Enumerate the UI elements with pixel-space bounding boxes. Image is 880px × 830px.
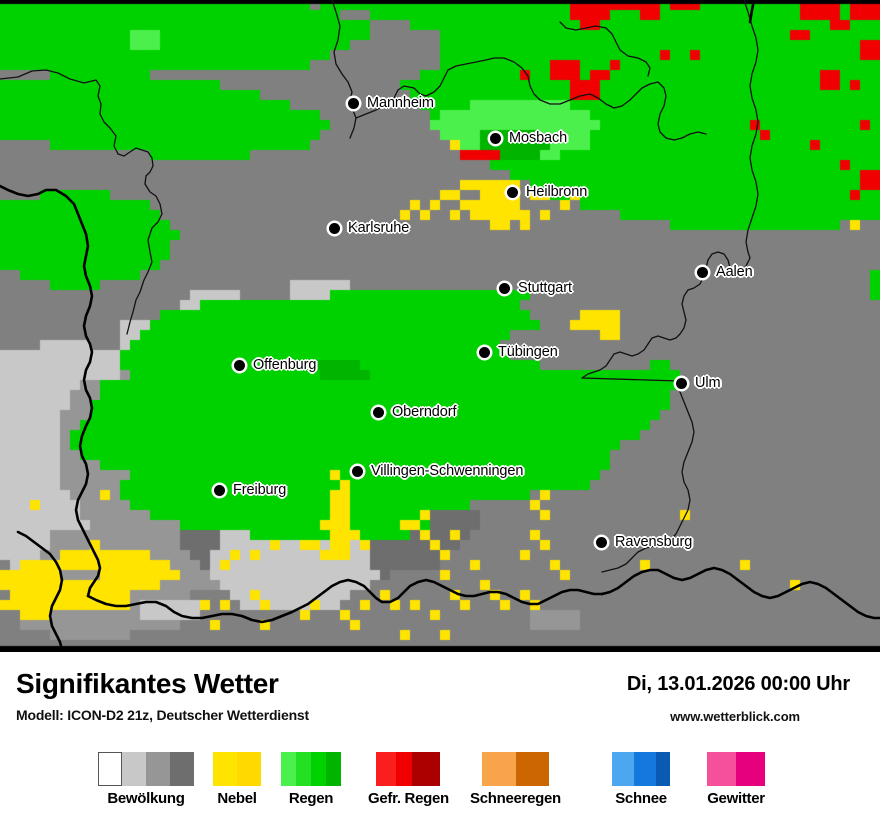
legend-swatch xyxy=(412,752,441,786)
city-label: Mosbach xyxy=(509,130,568,146)
legend-group-schnee: Schnee xyxy=(612,752,670,808)
city-label: Villingen-Schwenningen xyxy=(371,463,524,479)
legend-swatch xyxy=(213,752,237,786)
legend: Bewölkung Nebel Regen Gefr. Regen Schneerege… xyxy=(0,752,880,830)
legend-swatch xyxy=(656,752,670,786)
city-label: Heilbronn xyxy=(526,184,588,200)
city-mannheim[interactable]: Mannheim xyxy=(348,95,434,111)
legend-swatch xyxy=(481,752,516,786)
city-label: Aalen xyxy=(716,264,753,280)
map-borders-overlay xyxy=(0,0,880,650)
city-tuebingen[interactable]: Tübingen xyxy=(479,344,558,360)
legend-swatch-row xyxy=(481,752,549,786)
footer: Signifikantes Wetter Modell: ICON-D2 21z… xyxy=(0,652,880,830)
city-marker-dot xyxy=(348,97,359,109)
city-marker-dot xyxy=(329,222,340,234)
model-subtitle: Modell: ICON-D2 21z, Deutscher Wetterdie… xyxy=(16,707,309,723)
city-ulm[interactable]: Ulm xyxy=(676,375,721,391)
city-heilbronn[interactable]: Heilbronn xyxy=(507,184,587,200)
legend-swatch-row xyxy=(281,752,341,786)
legend-swatch-row xyxy=(376,752,441,786)
legend-swatch-row xyxy=(612,752,670,786)
city-marker-dot xyxy=(490,132,501,144)
legend-swatch xyxy=(515,752,549,786)
city-marker-dot xyxy=(596,536,607,548)
legend-swatch xyxy=(612,752,634,786)
city-label: Tübingen xyxy=(498,344,558,360)
city-marker-dot xyxy=(507,186,518,198)
legend-group-regen: Regen xyxy=(281,752,341,808)
legend-swatch xyxy=(98,752,122,786)
weather-raster-canvas xyxy=(0,0,880,652)
city-marker-dot xyxy=(234,359,245,371)
legend-swatch xyxy=(170,752,194,786)
city-stuttgart[interactable]: Stuttgart xyxy=(499,280,572,296)
city-oberndorf[interactable]: Oberndorf xyxy=(373,404,456,420)
city-mosbach[interactable]: Mosbach xyxy=(490,130,567,146)
city-label: Freiburg xyxy=(233,482,287,498)
city-karlsruhe[interactable]: Karlsruhe xyxy=(329,220,409,236)
legend-label: Gewitter xyxy=(707,790,765,807)
legend-label: Nebel xyxy=(217,790,257,807)
city-marker-dot xyxy=(373,406,384,418)
legend-swatch xyxy=(326,752,341,786)
legend-label: Schnee xyxy=(615,790,667,807)
city-offenburg[interactable]: Offenburg xyxy=(234,357,316,373)
page-title: Signifikantes Wetter xyxy=(16,668,279,699)
city-marker-dot xyxy=(352,465,363,477)
legend-swatch xyxy=(396,752,413,786)
city-marker-dot xyxy=(479,346,490,358)
city-aalen[interactable]: Aalen xyxy=(697,264,753,280)
legend-group-schneeregen: Schneeregen xyxy=(470,752,561,808)
city-ravensburg[interactable]: Ravensburg xyxy=(596,534,692,550)
city-label: Mannheim xyxy=(367,95,434,111)
legend-label: Bewölkung xyxy=(107,790,185,807)
forecast-datetime: Di, 13.01.2026 00:00 Uhr xyxy=(626,673,850,695)
legend-swatch xyxy=(281,752,296,786)
region-borders xyxy=(0,0,759,573)
legend-label: Schneeregen xyxy=(470,790,561,807)
legend-swatch xyxy=(376,752,397,786)
city-label: Offenburg xyxy=(253,357,317,373)
legend-swatch xyxy=(237,752,261,786)
city-label: Ravensburg xyxy=(615,534,693,550)
legend-swatch xyxy=(634,752,656,786)
legend-swatch xyxy=(311,752,326,786)
city-marker-dot xyxy=(499,282,510,294)
legend-swatch xyxy=(296,752,311,786)
legend-swatch-row xyxy=(213,752,261,786)
city-label: Oberndorf xyxy=(392,404,457,420)
legend-swatch xyxy=(146,752,170,786)
site-url: www.wetterblick.com xyxy=(670,709,800,724)
city-marker-dot xyxy=(697,266,708,278)
city-label: Ulm xyxy=(695,375,721,391)
city-label: Stuttgart xyxy=(518,280,572,296)
legend-swatch-row xyxy=(707,752,765,786)
weather-map[interactable]: Mannheim Mosbach Heilbronn Karlsruhe Stu… xyxy=(0,0,880,652)
legend-group-nebel: Nebel xyxy=(213,752,261,808)
legend-swatch xyxy=(122,752,146,786)
legend-group-gefr-regen: Gefr. Regen xyxy=(368,752,449,808)
city-villingen-schwenningen[interactable]: Villingen-Schwenningen xyxy=(352,463,523,479)
legend-swatch xyxy=(736,752,765,786)
legend-label: Gefr. Regen xyxy=(368,790,449,807)
city-marker-dot xyxy=(214,484,225,496)
legend-label: Regen xyxy=(288,790,334,807)
legend-group-gewitter: Gewitter xyxy=(707,752,765,808)
legend-group-bew-lkung: Bewölkung xyxy=(98,752,194,808)
legend-swatch xyxy=(707,752,736,786)
national-borders xyxy=(0,0,880,650)
city-freiburg[interactable]: Freiburg xyxy=(214,482,286,498)
city-marker-dot xyxy=(676,377,687,389)
legend-swatch-row xyxy=(98,752,194,786)
city-label: Karlsruhe xyxy=(348,220,410,236)
